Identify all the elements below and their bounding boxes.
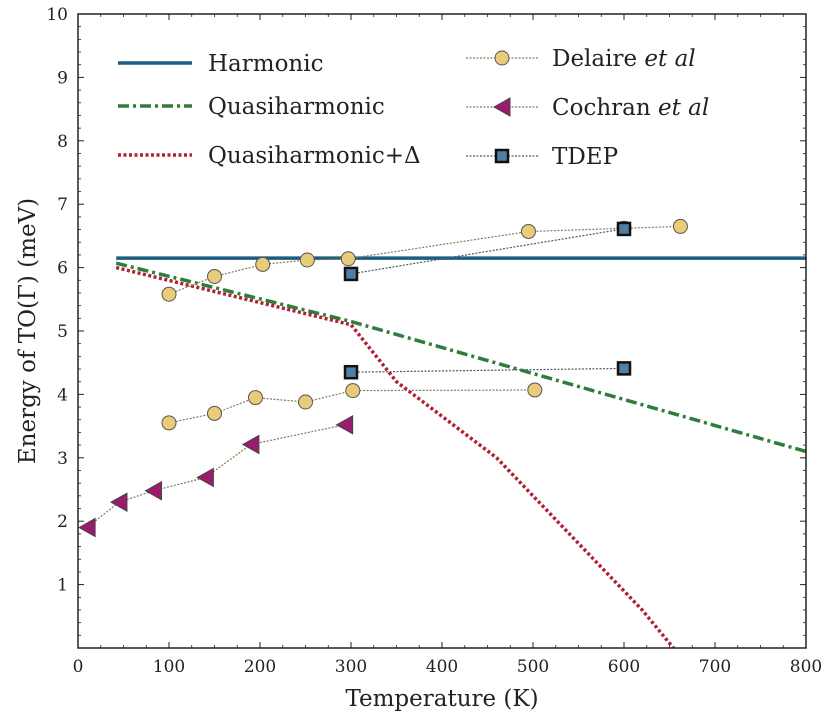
y-axis-title: Energy of TO(Γ) (meV): [15, 198, 41, 464]
series-connector-cochran: [86, 424, 345, 528]
data-point-tdep: [616, 221, 632, 237]
legend-label-harmonic: Harmonic: [208, 51, 323, 77]
data-point-delaire: [161, 415, 177, 431]
data-point-delaire: [345, 383, 361, 399]
y-tick-label: 3: [57, 449, 68, 469]
tick-layer: 0 100 200 300 400 500 600 700 800 1 2 3 4 5 6 7 8 9 10: [46, 5, 822, 677]
y-tick-label: 7: [57, 195, 68, 215]
data-point-delaire: [255, 256, 271, 272]
y-tick-label: 8: [57, 132, 68, 152]
y-tick-label: 10: [46, 5, 68, 25]
series-connector-delaire: [168, 225, 681, 295]
data-point-cochran: [144, 480, 163, 501]
y-tick-label: 6: [57, 259, 68, 279]
y-tick-label: 4: [57, 385, 68, 405]
series-layer: [115, 256, 806, 648]
x-tick-label: 700: [699, 657, 731, 677]
data-point-cochran: [335, 414, 354, 435]
legend: Harmonic Quasiharmonic Quasiharmonic+Δ D…: [118, 46, 709, 170]
legend-label-delaire: Delaire et al: [552, 46, 696, 72]
y-tick-label: 9: [57, 68, 68, 88]
data-point-delaire: [207, 268, 222, 284]
legend-label-tdep: TDEP: [552, 144, 618, 170]
data-point-delaire: [527, 382, 543, 398]
x-tick-label: 100: [153, 657, 185, 677]
data-point-delaire: [672, 218, 688, 234]
legend-label-cochran: Cochran et al: [552, 95, 709, 121]
x-tick-label: 500: [517, 657, 549, 677]
data-point-delaire: [161, 286, 177, 302]
data-point-cochran: [109, 492, 128, 513]
data-point-tdep: [343, 266, 359, 282]
x-tick-label: 300: [335, 657, 367, 677]
data-point-delaire: [299, 252, 315, 268]
data-point-delaire: [207, 405, 222, 421]
data-point-delaire: [340, 251, 356, 267]
data-point-delaire: [520, 223, 536, 239]
legend-label-cochran-name: Cochran: [552, 95, 651, 121]
x-tick-label: 400: [426, 657, 458, 677]
data-point-cochran: [196, 467, 214, 488]
series-connector-tdep: [350, 228, 625, 275]
legend-label-delaire-etal: et al: [644, 46, 695, 72]
series-connector-delaire: [168, 389, 535, 424]
x-tick-label: 600: [608, 657, 640, 677]
legend-label-delaire-name: Delaire: [552, 46, 637, 72]
y-tick-label: 5: [57, 322, 68, 342]
data-point-delaire: [298, 394, 313, 410]
data-point-delaire: [247, 390, 263, 406]
legend-label-quasiharmonic-delta: Quasiharmonic+Δ: [208, 143, 421, 169]
data-point-cochran: [241, 434, 260, 455]
series-line-quasiharmonic_delta: [115, 265, 676, 648]
y-tick-label: 1: [57, 576, 68, 596]
x-tick-label: 800: [790, 657, 822, 677]
series-line-quasiharmonic: [115, 261, 806, 454]
legend-swatch-cochran-marker: [492, 97, 511, 117]
data-point-tdep: [343, 364, 359, 380]
y-tick-label: 2: [57, 512, 68, 532]
legend-label-quasiharmonic: Quasiharmonic: [208, 94, 385, 120]
x-tick-label: 200: [244, 657, 276, 677]
marker-layer: [78, 218, 688, 538]
legend-label-cochran-etal: et al: [658, 95, 709, 121]
legend-swatch-tdep-marker: [494, 148, 510, 164]
x-axis-title: Temperature (K): [345, 686, 538, 712]
series-connector-tdep: [350, 367, 625, 373]
legend-swatch-delaire-marker: [494, 50, 510, 66]
data-point-cochran: [78, 517, 96, 538]
data-point-tdep: [616, 361, 632, 376]
x-tick-label: 0: [73, 657, 84, 677]
